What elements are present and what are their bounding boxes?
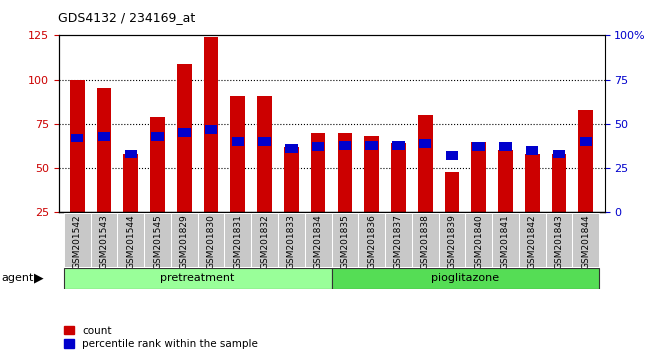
Text: GDS4132 / 234169_at: GDS4132 / 234169_at — [58, 11, 196, 24]
Text: GSM201543: GSM201543 — [99, 214, 109, 269]
Text: GSM201544: GSM201544 — [126, 214, 135, 269]
Bar — [124, 154, 138, 212]
Bar — [499, 142, 512, 152]
Bar — [492, 213, 519, 267]
Bar — [285, 144, 298, 153]
Bar — [258, 137, 271, 146]
Text: GSM201832: GSM201832 — [260, 214, 269, 269]
Bar — [64, 213, 90, 267]
Bar — [151, 132, 164, 141]
Text: pretreatment: pretreatment — [161, 273, 235, 283]
Bar — [118, 213, 144, 267]
Bar — [573, 213, 599, 267]
Bar — [198, 213, 224, 267]
Bar — [552, 154, 566, 212]
Bar — [465, 213, 492, 267]
Bar — [337, 133, 352, 212]
Bar — [339, 141, 351, 149]
Text: GSM201542: GSM201542 — [73, 214, 82, 269]
Bar — [70, 80, 84, 212]
Bar — [312, 142, 324, 152]
Bar — [445, 172, 460, 212]
Text: GSM201833: GSM201833 — [287, 214, 296, 269]
Bar — [177, 64, 192, 212]
Text: GSM201545: GSM201545 — [153, 214, 162, 269]
Text: GSM201842: GSM201842 — [528, 214, 537, 269]
Bar — [473, 142, 485, 152]
Bar — [97, 88, 111, 212]
Bar — [446, 152, 458, 160]
Bar — [125, 149, 137, 159]
Bar — [71, 133, 83, 142]
Text: GSM201831: GSM201831 — [233, 214, 242, 269]
Text: GSM201840: GSM201840 — [474, 214, 483, 269]
Text: agent: agent — [1, 273, 34, 283]
Text: GSM201837: GSM201837 — [394, 214, 403, 269]
Text: GSM201830: GSM201830 — [207, 214, 216, 269]
Bar — [311, 133, 326, 212]
Bar — [418, 115, 432, 212]
Bar — [391, 143, 406, 212]
Bar — [419, 139, 432, 148]
Bar — [365, 141, 378, 149]
Bar — [305, 213, 332, 267]
Bar — [525, 154, 540, 212]
Bar — [251, 213, 278, 267]
Bar — [526, 146, 538, 155]
Bar — [332, 268, 599, 289]
Bar — [98, 132, 111, 141]
Bar — [364, 136, 379, 212]
Bar — [144, 213, 171, 267]
Text: GSM201836: GSM201836 — [367, 214, 376, 269]
Text: GSM201838: GSM201838 — [421, 214, 430, 269]
Text: GSM201829: GSM201829 — [180, 214, 188, 269]
Bar — [64, 268, 332, 289]
Bar — [231, 137, 244, 146]
Bar — [578, 110, 593, 212]
Bar — [332, 213, 358, 267]
Bar — [439, 213, 465, 267]
Bar — [90, 213, 118, 267]
Bar — [385, 213, 412, 267]
Text: GSM201839: GSM201839 — [447, 214, 456, 269]
Bar — [412, 213, 439, 267]
Bar — [498, 150, 513, 212]
Bar — [545, 213, 573, 267]
Bar — [203, 37, 218, 212]
Bar — [257, 96, 272, 212]
Text: GSM201834: GSM201834 — [313, 214, 322, 269]
Bar — [178, 128, 190, 137]
Bar — [358, 213, 385, 267]
Bar — [392, 141, 405, 149]
Bar — [205, 125, 217, 133]
Bar — [471, 142, 486, 212]
Text: GSM201843: GSM201843 — [554, 214, 564, 269]
Bar — [278, 213, 305, 267]
Text: GSM201841: GSM201841 — [501, 214, 510, 269]
Bar — [519, 213, 545, 267]
Text: pioglitazone: pioglitazone — [431, 273, 499, 283]
Bar — [171, 213, 198, 267]
Bar — [552, 149, 566, 159]
Text: GSM201844: GSM201844 — [581, 214, 590, 269]
Bar — [224, 213, 251, 267]
Text: GSM201835: GSM201835 — [341, 214, 350, 269]
Bar — [284, 147, 299, 212]
Bar — [231, 96, 245, 212]
Bar — [580, 137, 592, 146]
Bar — [150, 117, 165, 212]
Legend: count, percentile rank within the sample: count, percentile rank within the sample — [64, 326, 258, 349]
Text: ▶: ▶ — [34, 272, 44, 285]
